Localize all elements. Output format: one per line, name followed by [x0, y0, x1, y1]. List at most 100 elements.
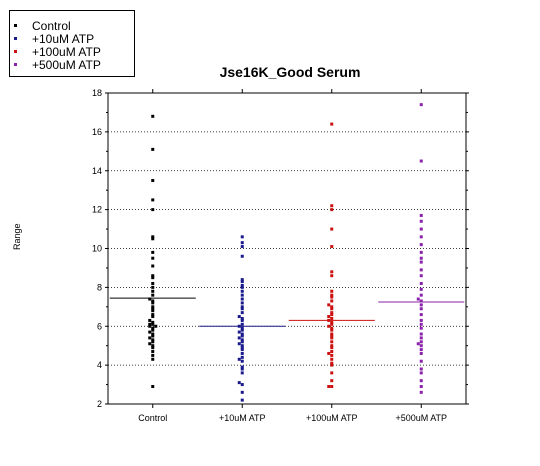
data-point	[420, 294, 423, 297]
data-point	[154, 325, 157, 328]
data-point	[420, 344, 423, 347]
data-point	[241, 290, 244, 293]
data-point	[420, 268, 423, 271]
data-point	[148, 323, 151, 326]
data-point	[420, 336, 423, 339]
data-point	[148, 319, 151, 322]
data-point	[330, 228, 333, 231]
data-point	[327, 315, 330, 318]
data-point	[241, 366, 244, 369]
data-point	[330, 333, 333, 336]
data-point	[148, 336, 151, 339]
data-point	[330, 371, 333, 374]
data-point	[151, 358, 154, 361]
data-point	[151, 198, 154, 201]
data-point	[151, 257, 154, 260]
data-point	[151, 338, 154, 341]
data-point	[420, 379, 423, 382]
data-point	[330, 123, 333, 126]
data-point	[327, 352, 330, 355]
data-point	[327, 385, 330, 388]
data-point	[151, 313, 154, 316]
data-point	[420, 288, 423, 291]
data-point	[241, 356, 244, 359]
plot-frame	[108, 93, 466, 404]
data-point	[420, 103, 423, 106]
data-point	[330, 245, 333, 248]
data-point	[420, 282, 423, 285]
data-point	[241, 245, 244, 248]
data-point	[420, 360, 423, 363]
data-point	[330, 358, 333, 361]
data-point	[151, 179, 154, 182]
data-point	[241, 241, 244, 244]
data-point	[330, 385, 333, 388]
data-point	[241, 305, 244, 308]
data-point	[417, 298, 420, 301]
data-point	[151, 282, 154, 285]
y-tick-label: 4	[97, 360, 102, 370]
data-point	[151, 208, 154, 211]
data-point	[238, 381, 241, 384]
x-tick-label: Control	[138, 413, 167, 423]
y-tick-label: 6	[97, 321, 102, 331]
data-point	[420, 214, 423, 217]
data-point	[151, 327, 154, 330]
data-point	[241, 344, 244, 347]
data-point	[420, 160, 423, 163]
data-point	[330, 344, 333, 347]
data-point	[151, 290, 154, 293]
data-point	[241, 371, 244, 374]
data-point	[330, 340, 333, 343]
data-point	[420, 261, 423, 264]
data-point	[151, 344, 154, 347]
data-point	[420, 274, 423, 277]
data-point	[420, 303, 423, 306]
data-point	[420, 323, 423, 326]
data-point	[241, 284, 244, 287]
data-point	[151, 274, 154, 277]
data-point	[151, 294, 154, 297]
data-point	[151, 251, 154, 254]
data-point	[420, 371, 423, 374]
data-point	[151, 350, 154, 353]
data-point	[420, 348, 423, 351]
data-point	[330, 317, 333, 320]
data-point	[330, 327, 333, 330]
x-tick-label: +500uM ATP	[395, 413, 447, 423]
data-point	[420, 251, 423, 254]
data-point	[417, 342, 420, 345]
data-point	[151, 264, 154, 267]
data-point	[151, 305, 154, 308]
data-point	[148, 331, 151, 334]
data-point	[330, 305, 333, 308]
data-point	[420, 313, 423, 316]
data-point	[330, 354, 333, 357]
data-point	[241, 323, 244, 326]
data-point	[238, 358, 241, 361]
y-tick-label: 16	[92, 127, 102, 137]
data-point	[241, 298, 244, 301]
data-point	[241, 255, 244, 258]
data-point	[420, 228, 423, 231]
data-point	[420, 243, 423, 246]
data-point	[241, 383, 244, 386]
data-point	[241, 333, 244, 336]
data-point	[330, 270, 333, 273]
data-point	[330, 208, 333, 211]
data-point	[241, 352, 244, 355]
data-point	[151, 385, 154, 388]
data-point	[327, 303, 330, 306]
data-point	[420, 319, 423, 322]
data-point	[151, 299, 154, 302]
data-point	[241, 317, 244, 320]
y-tick-label: 12	[92, 205, 102, 215]
data-point	[148, 342, 151, 345]
data-point	[151, 321, 154, 324]
y-tick-label: 8	[97, 282, 102, 292]
data-point	[330, 311, 333, 314]
data-point	[238, 315, 241, 318]
data-point	[241, 278, 244, 281]
y-tick-label: 10	[92, 244, 102, 254]
data-point	[420, 257, 423, 260]
